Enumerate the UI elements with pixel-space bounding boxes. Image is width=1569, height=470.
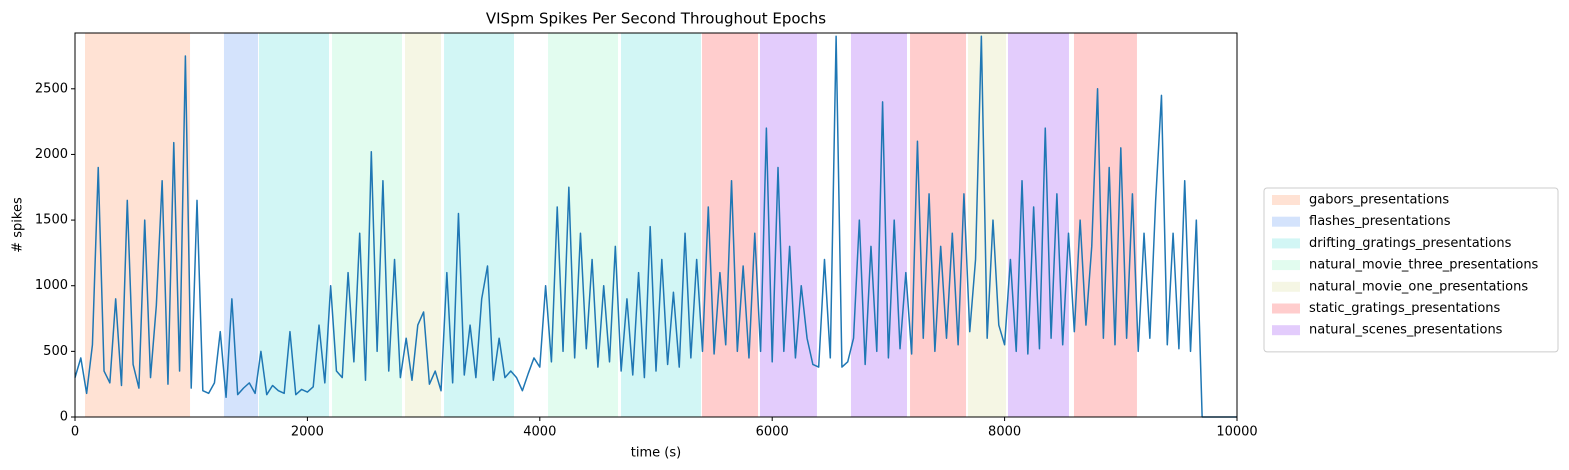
x-tick-label: 4000 [523,425,556,440]
epoch-span [967,33,1006,417]
epoch-spans [84,33,1137,417]
y-tick-label: 1500 [35,213,68,228]
legend-swatch [1272,238,1300,249]
epoch-span [84,33,191,417]
legend-label: drifting_gratings_presentations [1309,236,1512,251]
x-tick-label: 6000 [756,425,789,440]
legend-label: natural_movie_three_presentations [1309,258,1539,273]
y-tick-label: 2500 [35,81,68,96]
chart-title: VISpm Spikes Per Second Throughout Epoch… [486,10,826,28]
epoch-span [1073,33,1137,417]
legend-swatch [1272,281,1300,292]
legend-box [1263,187,1559,353]
axes-frame [74,32,1238,418]
x-axis-label: time (s) [631,446,681,461]
epoch-span [223,33,259,417]
legend-label: natural_scenes_presentations [1309,323,1503,338]
data-line [74,35,1237,418]
y-tick-label: 0 [60,410,68,425]
x-tick-label: 10000 [1216,425,1257,440]
legend-swatch [1272,260,1300,271]
epoch-span [910,33,967,417]
legend-label: gabors_presentations [1309,193,1449,208]
y-tick-label: 2000 [35,147,68,162]
legend-label: static_gratings_presentations [1309,301,1501,316]
legend: gabors_presentations flashes_presentation… [1263,187,1559,353]
legend-swatch [1272,325,1300,336]
legend-swatch [1272,216,1300,227]
legend-label: flashes_presentations [1309,214,1451,229]
y-tick-label: 500 [43,344,68,359]
epoch-span [1007,33,1069,417]
epoch-span [444,33,515,417]
epoch-span [258,33,330,417]
y-tick-label: 1000 [35,278,68,293]
epoch-span [405,33,442,417]
y-axis-label: # spikes [11,197,26,253]
axes: 0 2000 4000 6000 8000 10000 0 500 1000 1500 2000 25… [35,81,1258,439]
plot [74,35,1237,418]
legend-swatch [1272,303,1300,314]
x-tick-label: 2000 [291,425,324,440]
legend-label: natural_movie_one_presentations [1309,279,1528,294]
legend-swatch [1272,195,1300,205]
x-tick-label: 0 [71,425,79,440]
epoch-span [548,33,619,417]
x-tick-label: 8000 [988,425,1021,440]
